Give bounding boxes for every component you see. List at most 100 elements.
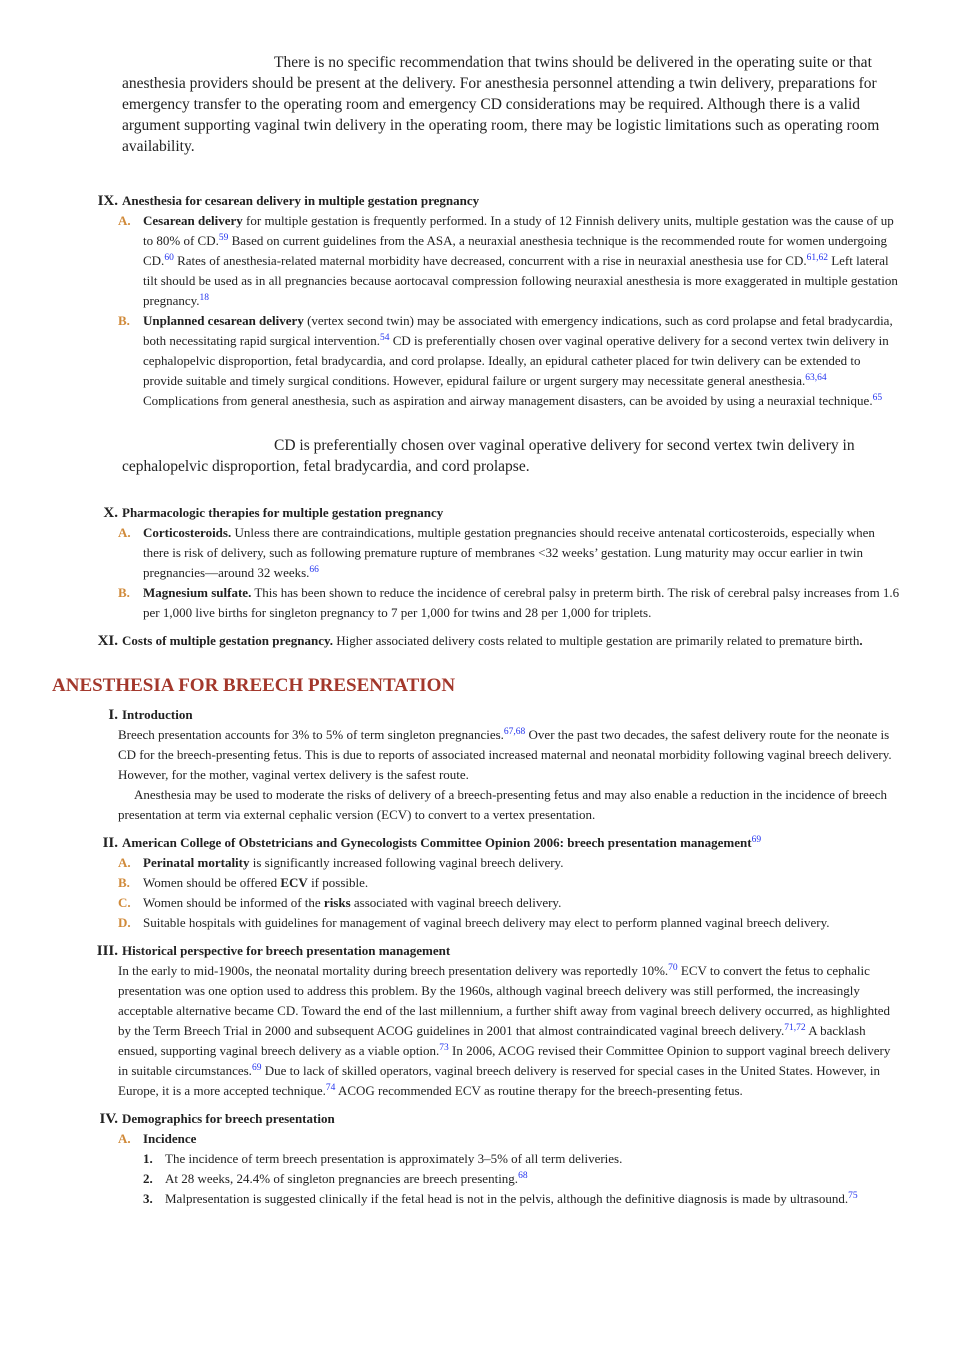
section-number: XI. — [97, 633, 118, 649]
citation: 74 — [325, 1083, 336, 1093]
citation: 60 — [164, 253, 174, 263]
section-title: Demographics for breech presentation — [122, 1111, 335, 1126]
item-text: Cesarean delivery for multiple gestation… — [143, 211, 903, 311]
citation: 71,72 — [784, 1023, 806, 1033]
text-run: Women should be informed of the — [143, 895, 324, 910]
text-run: ECV to convert the fetus to cephalic pre… — [118, 963, 891, 1038]
text-run: Women should be offered — [143, 875, 281, 890]
item-letter: A. — [118, 525, 131, 540]
sub-item-number: 3. — [143, 1191, 153, 1206]
section-number: X. — [103, 505, 118, 521]
text-run: Left lateral tilt should be used as in a… — [143, 253, 898, 308]
sub-item: 1. The incidence of term breech presentat… — [143, 1149, 903, 1169]
citation: 63,64 — [805, 373, 827, 383]
citation: 68 — [518, 1171, 528, 1181]
section: I. Introduction Breech presentation accou… — [88, 705, 903, 825]
bold-run: . — [859, 633, 863, 648]
bold-run: Cesarean delivery — [143, 213, 243, 228]
item-text: Perinatal mortality is significantly inc… — [143, 853, 903, 873]
citation: 67,68 — [503, 727, 526, 737]
text-run: This has been shown to reduce the incide… — [143, 585, 900, 620]
list-item: C. Women should be informed of the risks … — [118, 893, 903, 913]
sub-item: 3. Malpresentation is suggested clinicall… — [143, 1189, 903, 1209]
item-text: Magnesium sulfate. This has been shown t… — [143, 583, 903, 623]
sub-item-number: 1. — [143, 1151, 153, 1166]
paragraph: Anesthesia may be used to moderate the r… — [118, 787, 887, 822]
section-title: Pharmacologic therapies for multiple ges… — [122, 505, 444, 520]
text-run: In 2006, ACOG revised their Committee Op… — [118, 1043, 891, 1078]
item-title: Incidence — [143, 1131, 197, 1146]
section-head: X. Pharmacologic therapies for multiple g… — [88, 503, 903, 523]
item-letter: B. — [118, 875, 130, 890]
section-title: Anesthesia for cesarean delivery in mult… — [122, 193, 480, 208]
item-text: Corticosteroids. Unless there are contra… — [143, 523, 903, 583]
sub-item-text: Malpresentation is suggested clinically … — [165, 1189, 903, 1209]
text-run: In the early to mid-1900s, the neonatal … — [118, 963, 669, 978]
section-head: IV. Demographics for breech presentation — [88, 1109, 903, 1129]
citation: 65 — [872, 393, 883, 403]
text-run: ACOG recommended ECV as routine therapy … — [335, 1083, 743, 1098]
section-title: Historical perspective for breech presen… — [122, 943, 451, 958]
citation: 70 — [668, 963, 678, 973]
bold-run: Costs of multiple gestation pregnancy. — [122, 633, 334, 648]
section: III. Historical perspective for breech pr… — [88, 941, 903, 1101]
section: IV. Demographics for breech presentation … — [88, 1109, 903, 1209]
item-letter: A. — [118, 213, 131, 228]
text-run: associated with vaginal breech delivery. — [350, 895, 562, 910]
text-run: (vertex second twin) may be associated w… — [143, 313, 893, 348]
citation: 66 — [309, 565, 319, 575]
bold-run: risks — [323, 895, 351, 910]
text-run: Over the past two decades, the safest de… — [118, 727, 892, 782]
list-item: A. Incidence — [118, 1129, 903, 1149]
section: X. Pharmacologic therapies for multiple g… — [88, 503, 903, 623]
bold-run: Magnesium sulfate. — [143, 585, 252, 600]
sub-item-number: 2. — [143, 1171, 153, 1186]
text-run: Due to lack of skilled operators, vagina… — [118, 1063, 881, 1098]
text-run: Complications from general anesthesia, s… — [143, 393, 873, 408]
text-run: is significantly increased following vag… — [249, 855, 564, 870]
item-letter: A. — [118, 855, 131, 870]
item-text: Suitable hospitals with guidelines for m… — [143, 915, 830, 930]
list-item: B. Magnesium sulfate. This has been shown… — [118, 583, 903, 623]
chapter-heading: ANESTHESIA FOR BREECH PRESENTATION — [52, 675, 456, 696]
pull-quote: CD is preferentially chosen over vaginal… — [122, 437, 855, 475]
item-text: Women should be offered ECV if possible. — [143, 873, 903, 893]
item-text: Unplanned cesarean delivery (vertex seco… — [143, 311, 903, 411]
section-title: Introduction — [122, 707, 193, 722]
text-run: if possible. — [307, 875, 369, 890]
text-run: A backlash ensued, supporting vaginal br… — [118, 1023, 866, 1058]
list-item: B. Women should be offered ECV if possibl… — [118, 873, 903, 893]
item-letter: D. — [118, 915, 131, 930]
pull-quote: There is no specific recommendation that… — [122, 54, 880, 155]
text-run: Breech presentation accounts for 3% to 5… — [118, 727, 504, 742]
text-run: CD is preferentially chosen over vaginal… — [143, 333, 889, 388]
section-number: I. — [108, 707, 118, 723]
text-run: At 28 weeks, 24.4% of singleton pregnanc… — [165, 1171, 519, 1186]
section-head: II. American College of Obstetricians and… — [88, 833, 903, 853]
section-head: XI. Costs of multiple gestation pregnancy… — [88, 631, 903, 651]
bold-run: Perinatal mortality — [143, 855, 250, 870]
list-item: D. Suitable hospitals with guidelines for… — [118, 913, 903, 933]
sub-item-text: At 28 weeks, 24.4% of singleton pregnanc… — [165, 1169, 903, 1189]
section: II. American College of Obstetricians and… — [88, 833, 903, 933]
section-head: IX. Anesthesia for cesarean delivery in m… — [88, 191, 903, 211]
citation: 61,62 — [806, 253, 828, 263]
list-item: A. Corticosteroids. Unless there are cont… — [118, 523, 903, 583]
item-letter: C. — [118, 895, 131, 910]
section-number: II. — [102, 835, 118, 851]
text-run: Malpresentation is suggested clinically … — [165, 1191, 849, 1206]
list-item: B. Unplanned cesarean delivery (vertex se… — [118, 311, 903, 411]
text-run: Higher associated delivery costs related… — [333, 633, 860, 648]
section-number: III. — [96, 943, 118, 959]
text-run: Unless there are contraindications, mult… — [143, 525, 875, 580]
section-head: III. Historical perspective for breech pr… — [88, 941, 903, 961]
section-head: I. Introduction — [88, 705, 903, 725]
citation: 18 — [199, 293, 210, 303]
citation: 75 — [848, 1191, 858, 1201]
item-letter: B. — [118, 313, 130, 328]
sub-item-text: The incidence of term breech presentatio… — [165, 1151, 623, 1166]
paragraph: In the early to mid-1900s, the neonatal … — [118, 961, 903, 1101]
bold-run: Unplanned cesarean delivery — [143, 313, 304, 328]
text-run: Based on current guidelines from the ASA… — [143, 233, 887, 268]
